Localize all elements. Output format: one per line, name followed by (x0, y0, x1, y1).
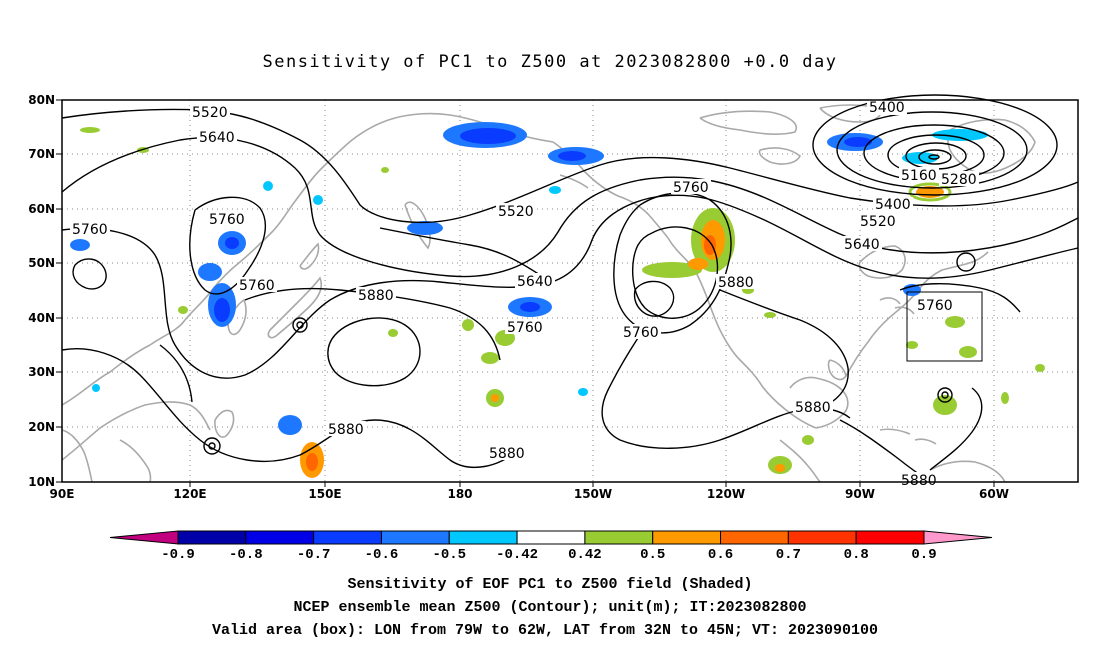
colorbar-label: -0.6 (365, 547, 399, 563)
contour-label: 5880 (901, 473, 937, 489)
contour-label: 5760 (72, 222, 108, 238)
colorbar-label: -0.42 (496, 547, 538, 563)
lon-tick: 120E (173, 487, 206, 501)
colorbar-label: -0.5 (432, 547, 466, 563)
lon-tick: 180 (447, 487, 472, 501)
contour-label: 5520 (860, 214, 896, 230)
lat-tick: 30N (28, 365, 55, 379)
colorbar-label: 0.7 (776, 547, 801, 563)
contour-label: 5880 (328, 422, 364, 438)
valid-area-box (906, 291, 983, 362)
contour-label: 5640 (844, 237, 880, 253)
lat-tick: 40N (28, 311, 55, 325)
contour-label: 5400 (869, 100, 905, 116)
map-frame (61, 99, 1079, 483)
lon-tick: 150E (308, 487, 341, 501)
colorbar: -0.9 -0.8 -0.7 -0.6 -0.5 -0.42 0.42 0.5 0.6 0.7 0.… (109, 530, 993, 563)
colorbar-label: -0.7 (297, 547, 331, 563)
contour-labels: 5520 5640 5760 5760 5760 5880 5880 5880 … (70, 100, 979, 489)
lon-axis: 90E 120E 150E 180 150W 120W 90W 60W (50, 482, 1009, 501)
contour-label: 5520 (192, 105, 228, 121)
colorbar-label: -0.9 (161, 547, 195, 563)
contour-label: 5880 (489, 446, 525, 462)
contour-label: 5880 (358, 288, 394, 304)
graticule (62, 100, 1078, 482)
lat-tick: 80N (28, 93, 55, 107)
caption-line: Sensitivity of EOF PC1 to Z500 field (Sh… (347, 576, 752, 593)
colorbar-label: 0.9 (911, 547, 936, 563)
figure-title: Sensitivity of PC1 to Z500 at 2023082800… (262, 52, 837, 72)
colorbar-swatch (109, 530, 179, 545)
contour-label: 5640 (517, 274, 553, 290)
colorbar-swatch (652, 530, 722, 545)
colorbar-swatch (584, 530, 654, 545)
sensitivity-shading (70, 122, 1045, 478)
contour-label: 5760 (209, 212, 245, 228)
colorbar-swatch (313, 530, 382, 545)
colorbar-swatch (448, 530, 518, 545)
lat-tick: 10N (28, 475, 55, 489)
colorbar-label: 0.5 (640, 547, 665, 563)
lat-tick: 60N (28, 202, 55, 216)
contour-label: 5760 (917, 298, 953, 314)
colorbar-swatch (855, 530, 925, 545)
contour-label: 5880 (795, 400, 831, 416)
contour-label: 5760 (239, 278, 275, 294)
colorbar-swatch (720, 530, 789, 545)
colorbar-swatch (177, 530, 247, 545)
colorbar-swatch (923, 530, 993, 545)
map-panel: 5520 5640 5760 5760 5760 5880 5880 5880 … (61, 94, 1079, 489)
lat-tick: 70N (28, 147, 55, 161)
colorbar-swatch (245, 530, 315, 545)
colorbar-swatch (787, 530, 857, 545)
lon-tick: 120W (707, 487, 745, 501)
caption-block: Sensitivity of EOF PC1 to Z500 field (Sh… (212, 576, 878, 639)
colorbar-label: 0.8 (844, 547, 869, 563)
lat-tick: 20N (28, 420, 55, 434)
contour-label: 5520 (498, 204, 534, 220)
contour-label: 5880 (718, 275, 754, 291)
contour-label: 5160 (901, 168, 937, 184)
contour-label: 5760 (673, 180, 709, 196)
lon-tick: 150W (574, 487, 612, 501)
colorbar-label: 0.42 (568, 547, 602, 563)
colorbar-label: 0.6 (708, 547, 733, 563)
caption-line: NCEP ensemble mean Z500 (Contour); unit(… (293, 599, 806, 616)
contour-label: 5640 (199, 130, 235, 146)
contour-label: 5400 (875, 197, 911, 213)
contour-label: 5760 (507, 320, 543, 336)
lon-tick: 90W (845, 487, 875, 501)
colorbar-swatch (380, 530, 450, 545)
lon-tick: 90E (50, 487, 75, 501)
colorbar-label: -0.8 (229, 547, 263, 563)
colorbar-swatch (516, 530, 586, 545)
lon-tick: 60W (979, 487, 1009, 501)
contour-label: 5280 (941, 172, 977, 188)
contour-label: 5760 (623, 325, 659, 341)
caption-line: Valid area (box): LON from 79W to 62W, L… (212, 622, 878, 639)
lat-tick: 50N (28, 256, 55, 270)
lat-axis: 80N 70N 60N 50N 40N 30N 20N 10N (28, 93, 62, 489)
